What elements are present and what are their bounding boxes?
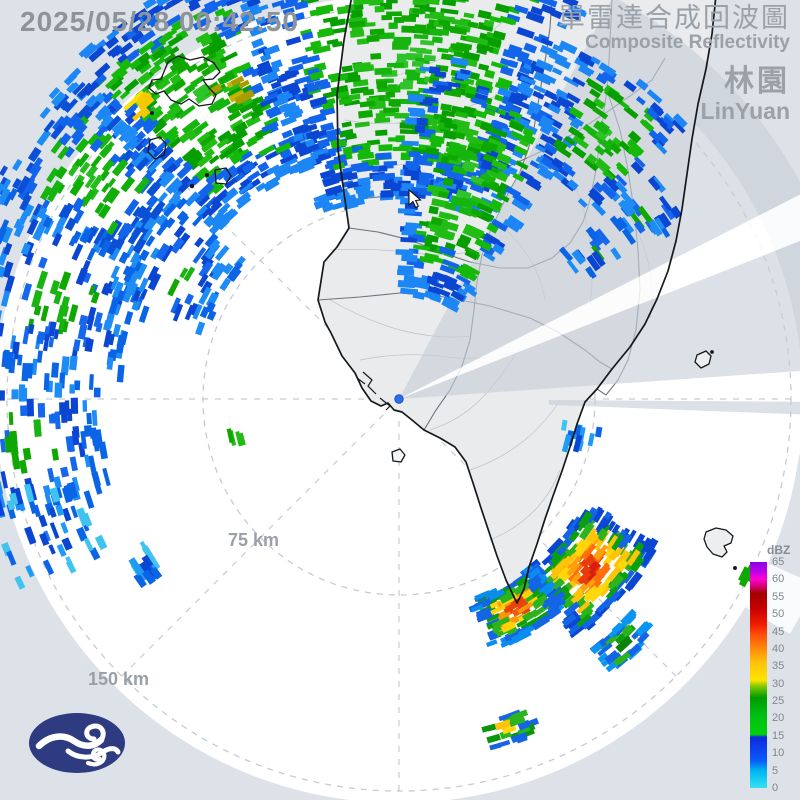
dbz-tick-20: 20 [772, 712, 785, 725]
echo-patch-e-specks [559, 226, 622, 279]
echo-patch-cell-s [481, 709, 540, 751]
echo-patch-cell-wsw [128, 540, 163, 589]
dbz-tick-10: 10 [772, 747, 785, 760]
echo-patch-ene-patch [609, 175, 683, 245]
blocked-wedge-2 [548, 400, 800, 415]
dbz-legend-title: dBZ [767, 543, 791, 557]
dbz-tick-15: 15 [772, 729, 785, 742]
dbz-tick-45: 45 [772, 625, 785, 638]
taiwan-coastline [317, 0, 717, 604]
echo-patch-penghu-scatter [108, 197, 246, 336]
mouse-cursor[interactable] [408, 188, 422, 209]
echo-patch-sw-far [1, 481, 108, 590]
echo-patch-nne-patch [534, 51, 688, 217]
echo-patch-yellow-speck1 [123, 90, 155, 122]
echo-patch-s-blue-dashes [560, 419, 603, 453]
dbz-tick-30: 30 [772, 677, 785, 690]
range-label-150km: 150 km [88, 669, 150, 689]
penghu-islands [147, 55, 232, 189]
dbz-tick-0: 0 [772, 782, 779, 794]
dbz-tick-5: 5 [772, 764, 779, 777]
dbz-tick-40: 40 [772, 642, 785, 655]
echo-patch-storm-main [524, 506, 659, 639]
dbz-tick-65: 65 [772, 556, 785, 568]
radar-echoes [0, 0, 768, 751]
echo-patch-storm-sw [468, 564, 565, 648]
liuqiu-island [391, 448, 406, 463]
clear-wedge-3 [745, 563, 800, 634]
radial-line-225 [121, 414, 384, 677]
coastlines [147, 0, 737, 604]
dbz-tick-55: 55 [772, 590, 785, 603]
echo-patch-cell-se [589, 608, 654, 673]
echo-patch-nw-mid [63, 0, 319, 235]
dbz-color-bar [750, 562, 767, 788]
radial-line-135 [414, 414, 677, 677]
range-label-75km: 75 km [228, 530, 280, 550]
dbz-legend: dBZ 65 60 55 50 45 40 35 30 25 20 15 10 5 0 [742, 543, 797, 794]
echo-patch-w-streaks [0, 187, 145, 383]
radar-site-marker [394, 394, 404, 404]
dbz-tick-25: 25 [772, 695, 785, 708]
echo-patch-yellow-speck2 [208, 75, 255, 106]
dbz-tick-50: 50 [772, 608, 785, 621]
dbz-tick-60: 60 [772, 573, 785, 586]
echo-patch-tiny-w [226, 428, 246, 447]
green-island [694, 350, 714, 369]
cwb-logo [29, 713, 125, 773]
dbz-tick-35: 35 [772, 660, 785, 673]
radial-line-315 [121, 121, 384, 384]
lanyu-island [703, 527, 737, 570]
dbz-legend-body: 65 60 55 50 45 40 35 30 25 20 15 10 5 0 [742, 556, 797, 794]
